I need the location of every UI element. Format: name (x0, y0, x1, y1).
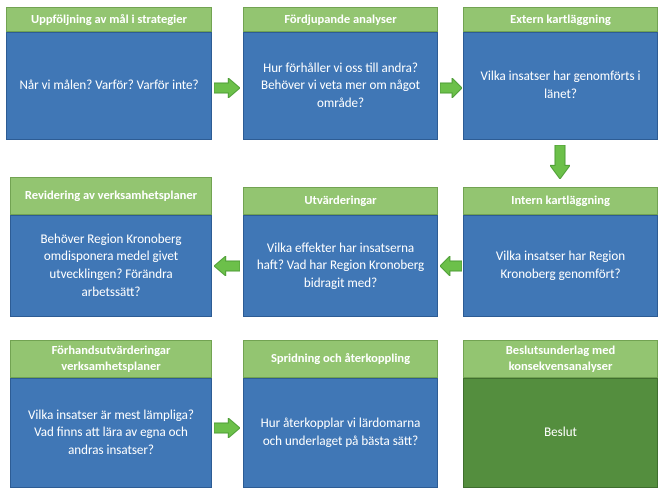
node-header-n3: Extern kartläggning (463, 7, 658, 32)
node-body-n8: Hur återkopplar vi lärdomarna och underl… (243, 378, 438, 488)
node-body-n5: Vilka effekter har insatserna haft? Vad … (243, 215, 438, 317)
node-header-n6: Revidering av verksamhetsplaner (10, 177, 212, 215)
node-header-n5: Utvärderingar (243, 187, 438, 215)
node-body-n1: Når vi målen? Varför? Varför inte? (6, 32, 212, 140)
node-body-n4: Vilka insatser har Region Kronoberg geno… (463, 215, 658, 317)
node-body-n3: Vilka insatser har genomförts i länet? (463, 32, 658, 140)
node-header-n9: Beslutsunderlag med konsekvensanalyser (463, 340, 658, 378)
node-header-n4: Intern kartläggning (463, 187, 658, 215)
node-body-n9: Beslut (463, 378, 658, 488)
flowchart-canvas: Uppföljning av mål i strategierNår vi må… (0, 0, 671, 500)
node-header-n1: Uppföljning av mål i strategier (6, 7, 212, 32)
node-body-n2: Hur förhåller vi oss till andra? Behöver… (243, 32, 438, 140)
node-header-n7: Förhandsutvärderingar verksamhetsplaner (10, 340, 212, 378)
node-body-n7: Vilka insatser är mest lämpliga? Vad fin… (10, 378, 212, 488)
arrow-a6-right-icon (214, 418, 240, 438)
arrow-a4-left-icon (440, 256, 462, 276)
arrow-a5-left-icon (214, 256, 240, 276)
arrow-a2-right-icon (440, 78, 462, 98)
arrow-a1-right-icon (214, 78, 240, 98)
arrow-a3-down-icon (550, 145, 570, 179)
node-body-n6: Behöver Region Kronoberg omdisponera med… (10, 215, 212, 317)
node-header-n2: Fördjupande analyser (243, 7, 438, 32)
node-header-n8: Spridning och återkoppling (243, 340, 438, 378)
